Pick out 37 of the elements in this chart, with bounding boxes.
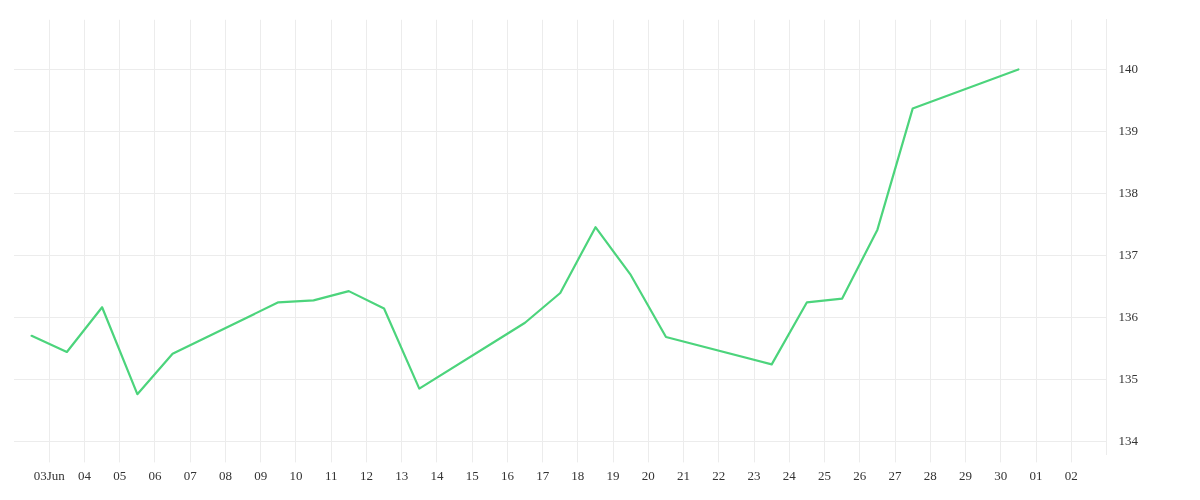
x-tick-label: 24 [782,467,797,483]
x-tick-label: 04 [77,467,92,483]
x-tick-label: 05 [113,467,127,483]
x-tick-label: 13 [395,467,409,483]
x-tick-label: 16 [500,467,515,483]
x-tick-label: 11 [324,467,338,483]
x-tick-label: 29 [959,467,973,483]
x-tick-label: 30 [994,467,1008,483]
y-tick-label: 140 [1118,60,1138,76]
y-tick-label: 136 [1118,309,1139,325]
x-tick-label: 27 [888,467,903,483]
x-tick-label: 23 [747,467,761,483]
x-tick-label: 12 [359,467,373,483]
x-tick-label: 19 [606,467,620,483]
x-tick-label: 20 [641,467,655,483]
x-tick-label: 26 [853,467,867,483]
x-tick-label: 18 [571,467,585,483]
x-tick-label: 01 [1029,467,1043,483]
y-tick-label: 137 [1118,247,1139,263]
x-tick-label: 15 [465,467,479,483]
x-tick-label: 25 [818,467,832,483]
x-tick-label: 10 [289,467,303,483]
y-tick-label: 135 [1118,371,1138,387]
y-tick-label: 139 [1118,122,1138,138]
x-tick-label: 02 [1064,467,1078,483]
x-tick-label: 03Jun [33,467,66,483]
x-tick-label: 14 [430,467,444,483]
x-tick-label: 09 [254,467,268,483]
x-tick-label: 07 [183,467,198,483]
x-tick-label: 17 [536,467,550,483]
x-tick-label: 28 [923,467,937,483]
x-tick-label: 22 [712,467,726,483]
y-tick-label: 138 [1118,185,1138,201]
x-tick-label: 21 [677,467,691,483]
y-tick-label: 134 [1118,433,1139,449]
x-tick-label: 06 [148,467,162,483]
x-tick-label: 08 [218,467,232,483]
